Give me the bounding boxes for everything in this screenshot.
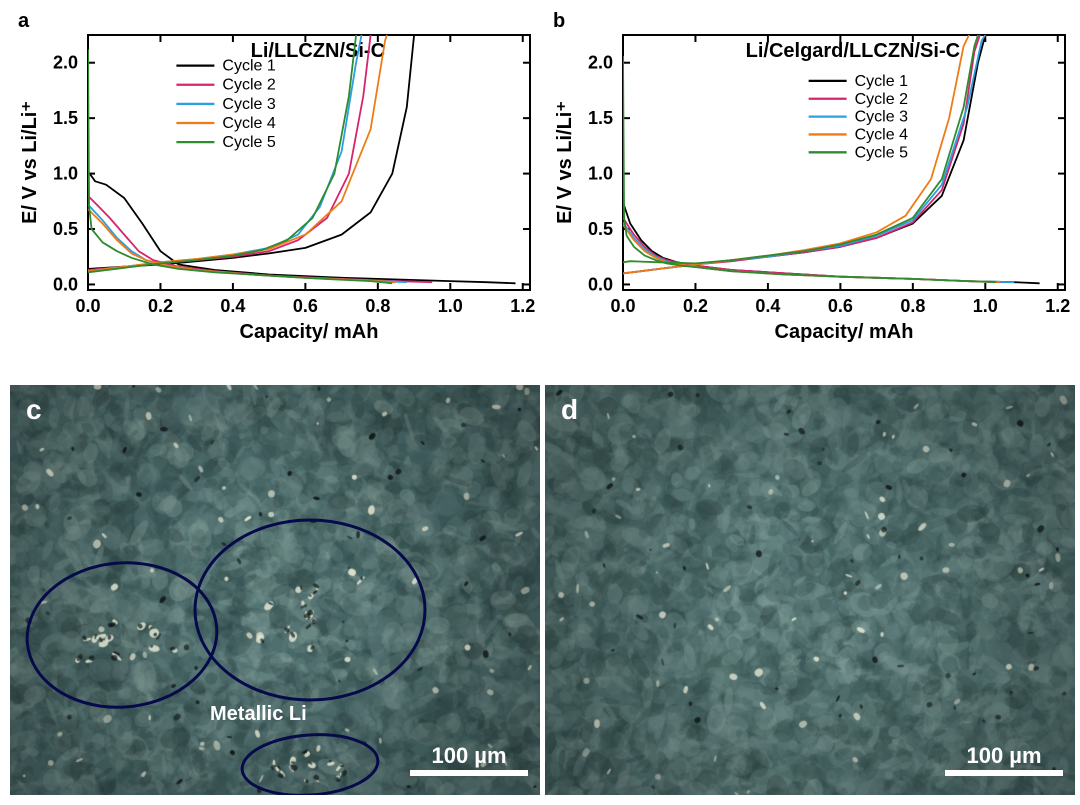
svg-text:0.0: 0.0 — [610, 296, 635, 316]
svg-text:1.5: 1.5 — [53, 108, 78, 128]
chart-a: 0.0 0.2 0.4 0.6 0.8 1.0 1.2 0.0 0.5 1.0 1.5 2.0 Capa… — [10, 5, 540, 345]
panel-b: 0.0 0.2 0.4 0.6 0.8 1.0 1.2 0.0 0.5 1.0 1.5 2.0 Capa… — [545, 5, 1075, 345]
svg-text:E/ V vs Li/Li⁺: E/ V vs Li/Li⁺ — [19, 101, 41, 224]
svg-text:1.0: 1.0 — [438, 296, 463, 316]
micrograph-c — [10, 385, 540, 795]
svg-text:2.0: 2.0 — [53, 53, 78, 73]
legend-cycle-3: Cycle 3 — [222, 96, 275, 113]
legend-cycle-3: Cycle 3 — [855, 109, 908, 126]
chart-b: 0.0 0.2 0.4 0.6 0.8 1.0 1.2 0.0 0.5 1.0 1.5 2.0 Capa… — [545, 5, 1075, 345]
legend-cycle-4: Cycle 4 — [855, 126, 908, 143]
svg-text:1.2: 1.2 — [510, 296, 535, 316]
svg-text:0.5: 0.5 — [588, 219, 613, 239]
svg-text:0.6: 0.6 — [828, 296, 853, 316]
svg-text:b: b — [553, 10, 565, 32]
svg-text:0.8: 0.8 — [900, 296, 925, 316]
panel-c: cMetallic Li100 µm — [10, 385, 540, 795]
svg-text:0.0: 0.0 — [53, 274, 78, 294]
panel-a: 0.0 0.2 0.4 0.6 0.8 1.0 1.2 0.0 0.5 1.0 1.5 2.0 Capa… — [10, 5, 540, 345]
svg-text:1.2: 1.2 — [1045, 296, 1070, 316]
panel-d: d100 µm — [545, 385, 1075, 795]
svg-text:0.2: 0.2 — [148, 296, 173, 316]
svg-text:0.8: 0.8 — [365, 296, 390, 316]
legend-cycle-5: Cycle 5 — [222, 134, 275, 151]
svg-text:1.0: 1.0 — [588, 164, 613, 184]
legend-cycle-2: Cycle 2 — [222, 77, 275, 94]
svg-text:0.0: 0.0 — [75, 296, 100, 316]
legend-cycle-1: Cycle 1 — [855, 73, 908, 90]
svg-text:0.5: 0.5 — [53, 219, 78, 239]
figure-root: 0.0 0.2 0.4 0.6 0.8 1.0 1.2 0.0 0.5 1.0 1.5 2.0 Capa… — [0, 0, 1080, 805]
svg-text:0.4: 0.4 — [755, 296, 780, 316]
svg-text:2.0: 2.0 — [588, 53, 613, 73]
svg-text:1.0: 1.0 — [973, 296, 998, 316]
svg-text:Li/Celgard/LLCZN/Si-C: Li/Celgard/LLCZN/Si-C — [746, 40, 960, 62]
legend-cycle-4: Cycle 4 — [222, 115, 275, 132]
legend-cycle-2: Cycle 2 — [855, 91, 908, 108]
svg-text:0.0: 0.0 — [588, 274, 613, 294]
micrograph-d — [545, 385, 1075, 795]
svg-text:0.4: 0.4 — [220, 296, 245, 316]
svg-text:E/ V vs Li/Li⁺: E/ V vs Li/Li⁺ — [554, 101, 576, 224]
svg-text:Capacity/ mAh: Capacity/ mAh — [240, 321, 379, 343]
svg-text:a: a — [18, 10, 30, 32]
svg-text:Capacity/ mAh: Capacity/ mAh — [775, 321, 914, 343]
legend-cycle-5: Cycle 5 — [855, 144, 908, 161]
legend-cycle-1: Cycle 1 — [222, 58, 275, 75]
svg-text:0.2: 0.2 — [683, 296, 708, 316]
svg-text:0.6: 0.6 — [293, 296, 318, 316]
svg-text:1.0: 1.0 — [53, 164, 78, 184]
svg-text:1.5: 1.5 — [588, 108, 613, 128]
